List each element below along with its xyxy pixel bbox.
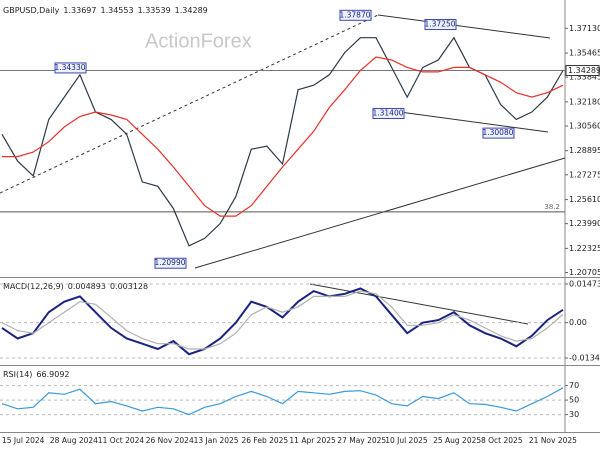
price-annotation-box <box>424 19 457 31</box>
readout-value: 0.003128 <box>110 282 148 291</box>
x-tick-label: 13 Jan 2025 <box>194 436 239 445</box>
last-price-box <box>565 65 600 77</box>
price-annotation-box <box>54 62 87 74</box>
series-line <box>1 290 564 350</box>
x-tick-label: 15 Jul 2024 <box>2 436 45 445</box>
y-tick-label: 1.20705 <box>569 268 600 277</box>
x-tick-label: 25 Aug 2025 <box>433 436 481 445</box>
panel-title: RSI(14) 66.9092 <box>3 370 70 379</box>
x-tick-label: 11 Oct 2024 <box>98 436 145 445</box>
readout-value: 1.34553 <box>100 6 133 15</box>
series-line <box>2 56 564 217</box>
x-tick-label: 11 Apr 2025 <box>289 436 336 445</box>
y-tick-label: 30 <box>569 410 579 419</box>
y-tick-label: 1.25610 <box>569 195 600 204</box>
y-tick-label: 1.30560 <box>569 121 600 130</box>
price-annotation: 1.37870 <box>339 10 370 19</box>
series-line <box>1 287 564 356</box>
panel-title: MACD(12,26,9) 0.004893 0.003128 <box>3 282 148 291</box>
indicator-name: GBPUSD,Daily <box>3 6 60 15</box>
y-tick-label: -0.013442 <box>569 354 600 363</box>
indicator-name: RSI(14) <box>3 370 32 379</box>
y-tick-label: 1.23990 <box>569 219 600 228</box>
x-tick-label: 21 Nov 2025 <box>529 436 577 445</box>
y-tick-label: 1.28895 <box>569 146 600 155</box>
trend-line <box>0 14 379 194</box>
price-annotation: 1.34330 <box>54 63 85 72</box>
price-annotation: 1.20990 <box>154 258 185 267</box>
readout-value: 0.004893 <box>68 282 106 291</box>
trend-line <box>194 157 566 269</box>
x-tick-label: 26 Feb 2025 <box>242 436 289 445</box>
y-tick-label: 0.00 <box>569 318 587 327</box>
y-tick-label: 50 <box>569 396 579 405</box>
indicator-name: MACD(12,26,9) <box>3 282 64 291</box>
x-tick-label: 10 Jul 2025 <box>385 436 428 445</box>
y-tick-label: 1.33845 <box>569 73 600 82</box>
price-annotation: 1.30080 <box>482 128 513 137</box>
y-tick-label: 1.22325 <box>569 244 600 253</box>
price-annotation-box <box>372 107 405 119</box>
price-annotation: 1.37250 <box>424 20 455 29</box>
y-tick-label: 1.32180 <box>569 97 600 106</box>
price-annotation-box <box>339 9 372 21</box>
readout-value: 1.33697 <box>63 6 96 15</box>
fib-label: 38.2 <box>544 203 560 211</box>
y-tick-label: 1.27275 <box>569 170 600 179</box>
watermark: ActionForex <box>145 30 252 52</box>
y-tick-label: 1.35465 <box>569 49 600 58</box>
y-tick-label: 0.014734 <box>569 279 600 288</box>
readout-value: 1.34289 <box>175 6 208 15</box>
y-tick-label: 1.37130 <box>569 24 600 33</box>
readout-value: 66.9092 <box>36 370 69 379</box>
x-tick-label: 28 Aug 2024 <box>50 436 98 445</box>
last-price-label: 1.34289 <box>568 66 600 75</box>
readout-value: 1.33539 <box>138 6 171 15</box>
x-tick-label: 26 Nov 2024 <box>146 436 194 445</box>
x-tick-label: 27 May 2025 <box>337 436 386 445</box>
macd-trend-line <box>309 283 529 325</box>
channel-line <box>377 14 551 39</box>
y-tick-label: 70 <box>569 381 579 390</box>
price-annotation-box <box>154 257 187 269</box>
price-annotation: 1.31400 <box>372 108 403 117</box>
price-annotation-box <box>482 127 515 139</box>
channel-line <box>399 111 549 133</box>
panel-title: GBPUSD,Daily 1.33697 1.34553 1.33539 1.34289 <box>3 6 208 15</box>
series-line <box>1 387 564 416</box>
x-tick-label: 8 Oct 2025 <box>481 436 523 445</box>
